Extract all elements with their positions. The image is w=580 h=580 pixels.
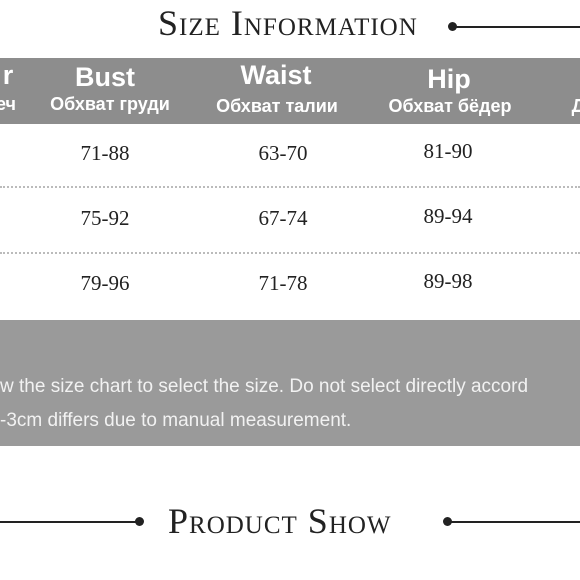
column-name: Hip: [427, 64, 471, 94]
column-subtitle: Обхват бёдер: [388, 96, 512, 116]
ornament-line: [0, 521, 138, 523]
column-name: r: [2, 60, 14, 90]
column-subtitle: еч: [0, 94, 17, 114]
row-separator: [0, 186, 580, 188]
note-box: [0, 320, 580, 446]
section-title: Size Information: [158, 3, 418, 43]
table-cell: 71-78: [258, 271, 308, 295]
section-title: Product Show: [168, 501, 392, 541]
table-header: [0, 58, 580, 124]
ornament-dot: [135, 517, 144, 526]
table-cell: 71-88: [80, 141, 130, 165]
table-cell: 81-90: [423, 139, 473, 163]
table-cell: 67-74: [258, 206, 308, 230]
table-cell: 79-96: [80, 271, 130, 295]
table-cell: 89-94: [423, 204, 473, 228]
table-cell: 63-70: [258, 141, 308, 165]
column-name: Waist: [240, 60, 312, 90]
ornament-dot: [443, 517, 452, 526]
ornament-line: [448, 521, 580, 523]
ornament-line: [452, 26, 580, 28]
column-subtitle: Обхват талии: [216, 96, 338, 116]
column-subtitle: Обхват груди: [50, 94, 170, 114]
note-text: -3cm differs due to manual measurement.: [0, 410, 352, 431]
note-text: w the size chart to select the size. Do …: [0, 376, 529, 397]
row-separator: [0, 252, 580, 254]
table-cell: 89-98: [423, 269, 473, 293]
column-name: Bust: [75, 62, 135, 92]
column-subtitle: Д: [571, 96, 580, 116]
table-cell: 75-92: [80, 206, 130, 230]
